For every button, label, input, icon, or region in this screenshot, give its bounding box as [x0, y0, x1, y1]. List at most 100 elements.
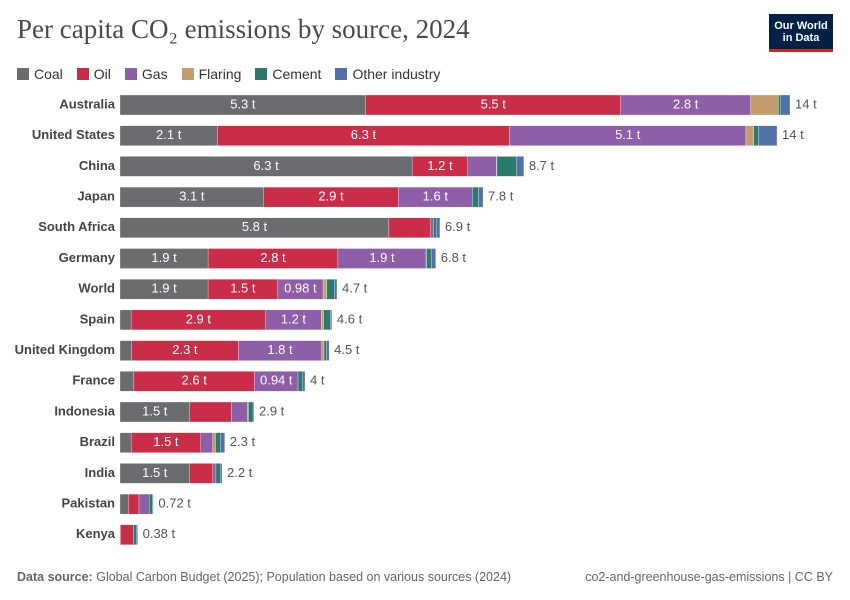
- bar-segment: [326, 279, 335, 300]
- value-label: 6.3 t: [253, 158, 279, 173]
- legend-swatch: [17, 68, 29, 80]
- y-tick-label: South Africa: [38, 219, 116, 234]
- legend-item[interactable]: Flaring: [181, 66, 242, 82]
- bar-segment: [430, 217, 434, 238]
- bar-segment: [330, 309, 333, 331]
- bar-segment: [388, 217, 431, 238]
- legend-swatch: [181, 68, 194, 80]
- y-tick-label: Pakistan: [62, 496, 116, 511]
- bar-segment: [433, 217, 437, 238]
- bar-segment: [252, 401, 255, 423]
- bar-segment: [436, 217, 441, 238]
- bar-segment: [220, 432, 225, 453]
- bar-segment: [119, 309, 132, 331]
- logo[interactable]: Our World in Data: [769, 14, 833, 52]
- y-tick-label: Brazil: [80, 434, 115, 449]
- total-label: 8.7 t: [529, 158, 555, 173]
- bar-segment: [778, 94, 781, 116]
- source: Data source: Global Carbon Budget (2025)…: [17, 570, 511, 584]
- value-label: 2.1 t: [156, 127, 182, 142]
- footer: Data source: Global Carbon Budget (2025)…: [17, 570, 833, 584]
- value-label: 3.1 t: [179, 189, 205, 204]
- slug: co2-and-greenhouse-gas-emissions | CC BY: [585, 570, 833, 584]
- bar-segment: [136, 524, 138, 545]
- bar-segment: [231, 401, 248, 423]
- legend-item[interactable]: Oil: [76, 66, 111, 82]
- legend-label: Coal: [34, 66, 63, 82]
- legend-label: Oil: [93, 66, 111, 82]
- value-label: 5.8 t: [242, 219, 268, 234]
- y-tick-label: Indonesia: [54, 403, 115, 418]
- value-label: 2.8 t: [673, 96, 699, 111]
- total-label: 14 t: [795, 96, 817, 111]
- value-label: 0.94 t: [260, 373, 293, 388]
- bar-segment: [750, 94, 779, 116]
- value-label: 5.3 t: [230, 96, 256, 111]
- value-label: 1.2 t: [427, 158, 453, 173]
- value-label: 2.9 t: [318, 189, 344, 204]
- logo-text: in Data: [782, 32, 820, 44]
- y-tick-label: Spain: [80, 311, 115, 326]
- total-label: 7.8 t: [488, 189, 514, 204]
- legend-item[interactable]: Other industry: [335, 66, 440, 82]
- legend: Coal Oil Gas Flaring Cement Other industry: [17, 66, 440, 82]
- value-label: 2.6 t: [182, 373, 208, 388]
- legend-swatch: [255, 68, 268, 80]
- legend-item[interactable]: Coal: [17, 66, 63, 82]
- value-label: 1.8 t: [267, 342, 293, 357]
- value-label: 1.9 t: [151, 281, 177, 296]
- bar-segment: [128, 493, 140, 515]
- bar-segment: [119, 493, 129, 515]
- y-tick-label: Australia: [59, 96, 115, 111]
- value-label: 2.8 t: [260, 250, 286, 265]
- value-label: 5.1 t: [615, 127, 641, 142]
- bar-segment: [189, 401, 232, 423]
- value-label: 6.3 t: [351, 127, 377, 142]
- value-label: 0.98 t: [284, 281, 317, 296]
- legend-item[interactable]: Cement: [255, 66, 321, 82]
- y-tick-label: United Kingdom: [15, 342, 115, 357]
- y-tick-label: France: [72, 373, 115, 388]
- total-label: 4.7 t: [342, 281, 368, 296]
- value-label: 1.5 t: [230, 281, 256, 296]
- legend-swatch: [124, 68, 137, 80]
- bar-segment: [430, 248, 436, 269]
- total-label: 2.3 t: [230, 434, 256, 449]
- bar-segment: [780, 94, 791, 116]
- bar-segment: [467, 156, 497, 177]
- bar-segment: [297, 371, 303, 392]
- total-label: 0.72 t: [158, 496, 191, 511]
- value-label: 1.5 t: [153, 434, 179, 449]
- bar-segment: [321, 340, 325, 361]
- bar-segment: [323, 309, 331, 331]
- legend-label: Gas: [141, 66, 168, 82]
- bar-segment: [119, 340, 132, 361]
- total-label: 6.8 t: [441, 250, 467, 265]
- y-tick-label: Kenya: [76, 526, 116, 541]
- y-tick-label: Japan: [77, 189, 115, 204]
- value-label: 2.9 t: [186, 311, 212, 326]
- total-label: 6.9 t: [445, 219, 471, 234]
- bar-segment: [478, 186, 484, 208]
- bar-segment: [426, 248, 432, 269]
- logo-text: Our World: [774, 20, 828, 32]
- bar-segment: [212, 432, 216, 453]
- bar-segment: [472, 186, 479, 208]
- legend-item[interactable]: Gas: [124, 66, 168, 82]
- y-tick-label: Germany: [59, 250, 116, 265]
- bar-segment: [323, 340, 327, 361]
- total-label: 2.9 t: [259, 403, 285, 418]
- y-tick-label: World: [78, 281, 115, 296]
- bar-segment: [149, 493, 153, 515]
- bar-segment: [212, 463, 217, 484]
- total-label: 4 t: [310, 373, 325, 388]
- bar-segment: [119, 371, 135, 392]
- source-text: Global Carbon Budget (2025); Population …: [96, 570, 512, 584]
- bar-segment: [334, 279, 338, 300]
- y-tick-label: China: [79, 158, 116, 173]
- legend-label: Cement: [272, 66, 322, 82]
- bar-segment: [321, 309, 324, 331]
- bar-segment: [215, 463, 221, 484]
- legend-label: Flaring: [198, 66, 242, 82]
